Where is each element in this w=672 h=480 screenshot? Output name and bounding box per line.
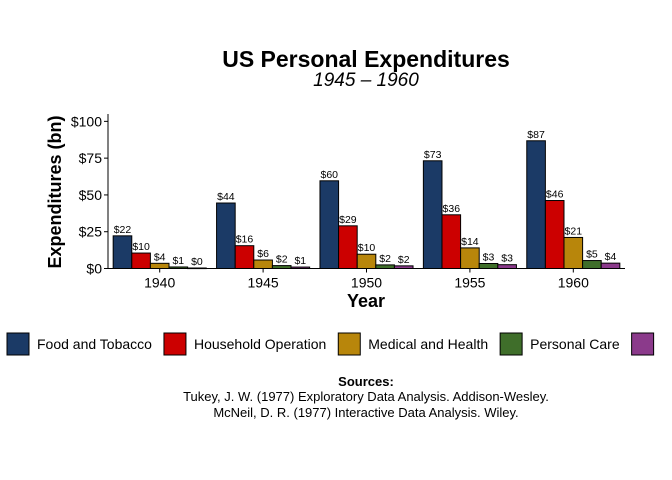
bar	[356, 253, 377, 270]
data-label: $3	[483, 251, 495, 263]
x-axis-ticks: 1940 1945 1950 1955 1960	[144, 268, 589, 291]
x-tick-label: 1950	[351, 275, 382, 291]
data-label: $60	[321, 169, 339, 181]
x-tick-label: 1940	[144, 275, 175, 291]
y-tick-label: $50	[79, 187, 103, 203]
bar	[582, 260, 602, 270]
bar	[478, 262, 499, 269]
bar	[544, 200, 565, 270]
bar	[112, 235, 133, 270]
bar	[131, 252, 151, 270]
chart-subtitle: 1945 – 1960	[313, 70, 419, 91]
data-labels: $22$10$4 $1 $0$44$16$6 $2 $1$60$29$10$2 $2$73…	[114, 129, 617, 268]
x-axis-title: Year	[347, 291, 385, 311]
data-label: $10	[132, 241, 150, 253]
data-label: $0	[191, 256, 203, 268]
chart-title: US Personal Expenditures	[222, 46, 510, 72]
bar	[149, 262, 170, 269]
data-label: $14	[461, 236, 479, 248]
data-label: $2	[398, 254, 410, 266]
data-label: $4	[154, 251, 166, 263]
source-line: Tukey, J. W. (1977) Exploratory Data Ana…	[183, 389, 549, 404]
bars	[112, 140, 621, 270]
legend-swatch	[163, 332, 187, 356]
data-label: $44	[217, 191, 235, 203]
legend-label: Personal Care	[530, 336, 620, 352]
sources-heading: Sources:	[338, 374, 394, 389]
data-label: $46	[546, 189, 564, 201]
bar	[441, 214, 462, 270]
legend-label: Food and Tobacco	[37, 336, 152, 352]
y-tick-label: $100	[71, 113, 102, 129]
data-label: $3	[501, 253, 513, 265]
data-label: $1	[294, 255, 306, 267]
bar	[600, 262, 621, 270]
data-label: $21	[565, 225, 583, 237]
bar	[234, 245, 255, 269]
data-label: $16	[236, 234, 254, 246]
y-axis-title: Expenditures (bn)	[45, 115, 65, 268]
bar	[497, 264, 517, 269]
bar	[253, 259, 273, 269]
y-axis-ticks: $0 $25 $50 $75 $100	[71, 113, 108, 277]
legend-label: Household Operation	[194, 336, 326, 352]
legend-swatch	[499, 332, 523, 356]
legend-swatch	[631, 332, 655, 356]
bar	[422, 160, 443, 269]
data-label: $2	[379, 253, 391, 265]
data-label: $10	[358, 242, 376, 254]
legend-swatch	[337, 332, 361, 356]
data-label: $1	[172, 255, 184, 267]
data-label: $29	[339, 214, 357, 226]
x-tick-label: 1945	[248, 275, 279, 291]
bar	[319, 180, 340, 269]
bar	[460, 247, 480, 269]
legend-label: Medical and Health	[368, 336, 488, 352]
legend-swatch	[6, 332, 30, 356]
data-label: $36	[443, 203, 461, 215]
data-label: $6	[257, 248, 269, 260]
bar	[526, 140, 546, 269]
y-tick-label: $25	[79, 224, 103, 240]
bar	[338, 225, 358, 269]
y-tick-label: $75	[79, 150, 103, 166]
bar	[216, 202, 236, 269]
y-tick-label: $0	[86, 261, 102, 277]
data-label: $5	[586, 249, 598, 261]
bar	[375, 264, 395, 269]
legend: Food and Tobacco Household Operation Medic…	[6, 332, 655, 356]
data-label: $73	[424, 149, 442, 161]
x-tick-label: 1960	[558, 275, 589, 291]
data-label: $2	[276, 254, 288, 266]
x-tick-label: 1955	[454, 275, 485, 291]
data-label: $4	[605, 251, 617, 263]
data-label: $22	[114, 224, 132, 236]
bar	[563, 236, 584, 269]
source-line: McNeil, D. R. (1977) Interactive Data An…	[213, 405, 518, 420]
data-label: $87	[527, 129, 545, 141]
